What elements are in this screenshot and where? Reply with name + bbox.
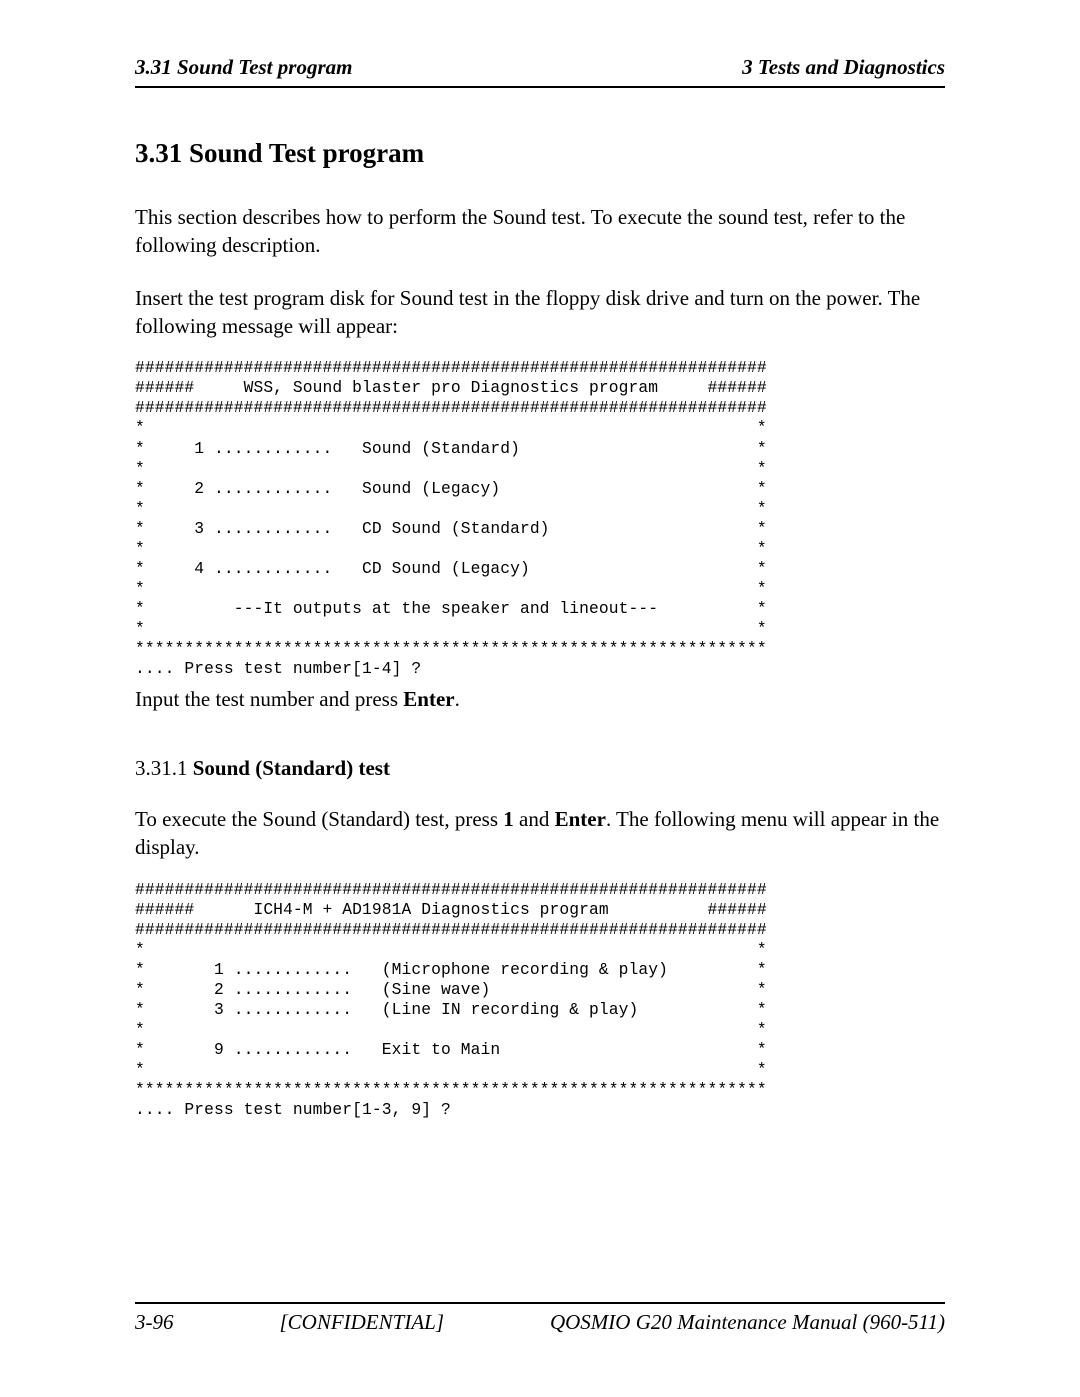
page-footer: 3-96 [CONFIDENTIAL] QOSMIO G20 Maintenan… bbox=[135, 1302, 945, 1335]
after-code-1-suffix: . bbox=[455, 687, 460, 711]
subsection-number: 3.31.1 bbox=[135, 756, 193, 780]
code-block-main-menu: ########################################… bbox=[135, 358, 945, 679]
subsection-title: 3.31.1 Sound (Standard) test bbox=[135, 756, 945, 781]
after-code-1-prefix: Input the test number and press bbox=[135, 687, 403, 711]
subsection-para-mid: and bbox=[514, 807, 555, 831]
section-title: 3.31 Sound Test program bbox=[135, 138, 945, 169]
subsection-para-prefix: To execute the Sound (Standard) test, pr… bbox=[135, 807, 503, 831]
subsection-para: To execute the Sound (Standard) test, pr… bbox=[135, 805, 945, 862]
header-right: 3 Tests and Diagnostics bbox=[742, 55, 945, 80]
subsection-para-key2: Enter bbox=[555, 807, 606, 831]
subsection-para-key1: 1 bbox=[503, 807, 514, 831]
section-para-2: Insert the test program disk for Sound t… bbox=[135, 284, 945, 341]
after-code-1: Input the test number and press Enter. bbox=[135, 687, 945, 712]
footer-manual-title: QOSMIO G20 Maintenance Manual (960-511) bbox=[550, 1310, 945, 1335]
running-header: 3.31 Sound Test program 3 Tests and Diag… bbox=[135, 55, 945, 88]
section-para-1: This section describes how to perform th… bbox=[135, 203, 945, 260]
header-left: 3.31 Sound Test program bbox=[135, 55, 352, 80]
footer-row: 3-96 [CONFIDENTIAL] QOSMIO G20 Maintenan… bbox=[135, 1304, 945, 1335]
footer-confidential: [CONFIDENTIAL] bbox=[279, 1310, 444, 1335]
code-block-standard-menu: ########################################… bbox=[135, 880, 945, 1120]
page-content: 3.31 Sound Test program 3 Tests and Diag… bbox=[135, 55, 945, 1120]
subsection-label: Sound (Standard) test bbox=[193, 756, 390, 780]
footer-page-number: 3-96 bbox=[135, 1310, 174, 1335]
after-code-1-enter: Enter bbox=[403, 687, 454, 711]
